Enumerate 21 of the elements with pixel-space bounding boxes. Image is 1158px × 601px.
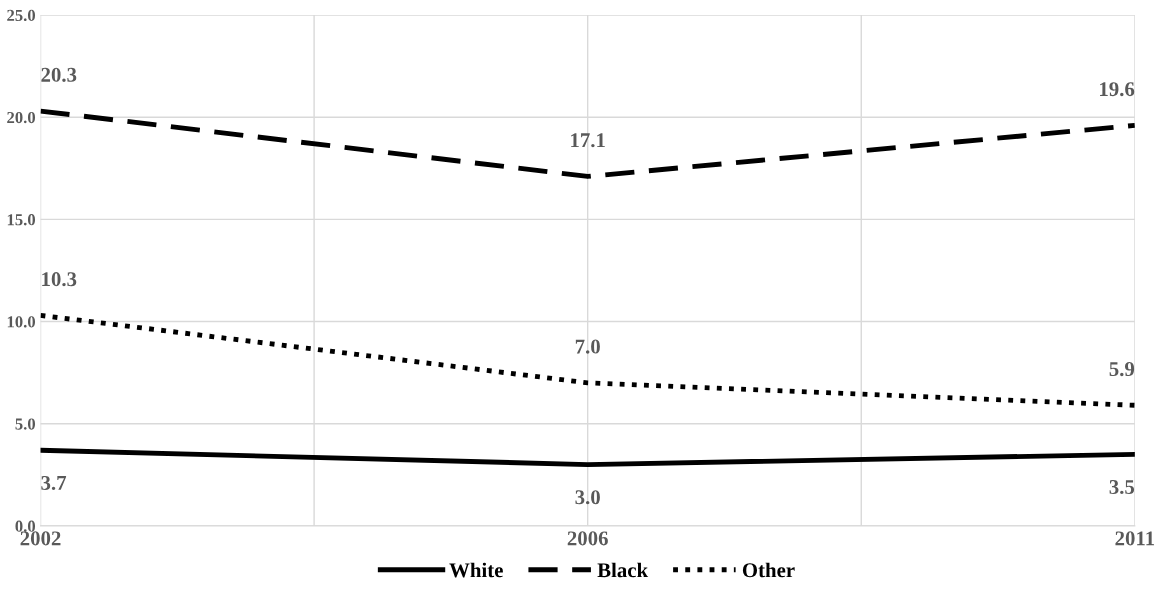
- x-tick-label: 2002: [20, 531, 61, 546]
- y-tick-label: 5.0: [15, 418, 36, 430]
- data-label: 3.0: [575, 490, 600, 505]
- y-tick-label: 0.0: [15, 520, 36, 532]
- data-label: 3.7: [41, 475, 67, 491]
- legend-label: Black: [597, 562, 649, 578]
- data-label: 3.5: [1109, 480, 1135, 495]
- y-tick-label: 10.0: [7, 316, 36, 328]
- data-label: 7.0: [575, 339, 600, 354]
- y-tick-label: 20.0: [7, 111, 36, 124]
- x-tick-label: 2011: [1115, 531, 1155, 546]
- y-tick-label: 25.0: [7, 9, 36, 22]
- data-label: 17.1: [571, 133, 605, 148]
- legend-label: White: [449, 562, 503, 578]
- data-label: 5.9: [1109, 362, 1135, 377]
- x-tick-label: 2006: [567, 531, 608, 546]
- data-label: 19.6: [1100, 82, 1135, 97]
- y-tick-label: 15.0: [7, 214, 36, 226]
- data-label: 20.3: [41, 67, 77, 82]
- data-label: 10.3: [42, 272, 77, 287]
- legend-label: Other: [742, 562, 795, 578]
